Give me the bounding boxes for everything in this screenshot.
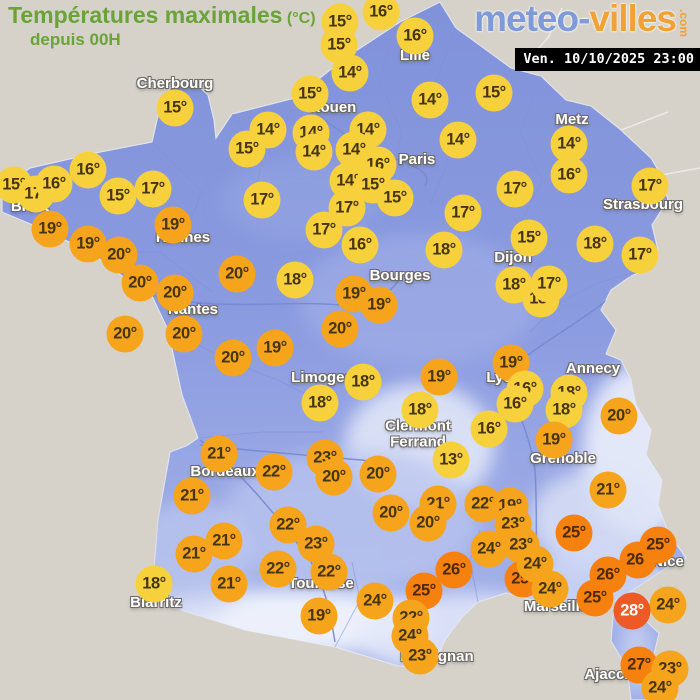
temp-marker: 21° [589, 471, 627, 509]
temp-marker: 18° [425, 231, 463, 269]
temp-marker: 20° [218, 255, 256, 293]
temp-marker: 16° [341, 226, 379, 264]
temp-marker: 16° [35, 165, 73, 203]
temp-marker: 28° [613, 592, 651, 630]
temp-marker: 18° [576, 225, 614, 263]
temp-marker: 20° [156, 274, 194, 312]
temp-marker: 16° [550, 156, 588, 194]
temp-marker: 24° [356, 582, 394, 620]
temp-marker: 20° [321, 310, 359, 348]
temp-marker: 20° [600, 397, 638, 435]
temp-marker: 20° [106, 315, 144, 353]
temp-marker: 19° [535, 421, 573, 459]
temp-marker: 14° [295, 133, 333, 171]
temp-marker: 17° [631, 167, 669, 205]
temp-marker: 19° [69, 225, 107, 263]
temp-marker: 15° [228, 130, 266, 168]
temp-marker: 16° [396, 17, 434, 55]
temp-marker: 17° [305, 211, 343, 249]
title-unit: (°C) [286, 10, 316, 27]
subtitle: depuis 00H [30, 30, 121, 49]
meteo-villes-logo[interactable]: meteo-villes [474, 0, 677, 40]
temp-marker: 14° [335, 131, 373, 169]
page-title: Températures maximales [8, 2, 283, 28]
temp-marker: 25° [639, 526, 677, 564]
temp-marker: 19° [492, 344, 530, 382]
temp-marker: 19° [31, 210, 69, 248]
temp-marker: 16° [69, 151, 107, 189]
temp-marker: 16° [470, 410, 508, 448]
temp-marker: 14° [550, 125, 588, 163]
temp-marker: 24° [531, 570, 569, 608]
temp-marker: 15° [291, 75, 329, 113]
temp-marker: 25° [555, 514, 593, 552]
temp-marker: 23° [401, 637, 439, 675]
temp-marker: 15° [0, 166, 33, 204]
temp-marker: 17° [530, 265, 568, 303]
temp-marker: 19° [420, 358, 458, 396]
temp-marker: 15° [99, 177, 137, 215]
temp-marker: 20° [165, 315, 203, 353]
temp-marker: 18° [135, 565, 173, 603]
temp-marker: 20° [409, 504, 447, 542]
temp-marker: 16° [362, 0, 400, 31]
temp-marker: 18° [344, 363, 382, 401]
temp-marker: 15° [156, 89, 194, 127]
temp-marker: 21° [173, 477, 211, 515]
temp-marker: 20° [359, 455, 397, 493]
temp-marker: 15° [510, 219, 548, 257]
temp-marker: 17° [243, 181, 281, 219]
logo-part-blue: meteo- [474, 0, 590, 39]
temp-marker: 24° [649, 586, 687, 624]
temp-marker: 22° [310, 553, 348, 591]
temp-marker: 17° [444, 194, 482, 232]
temp-marker: 20° [315, 458, 353, 496]
temp-marker: 21° [210, 565, 248, 603]
temp-marker: 21° [175, 535, 213, 573]
temp-marker: 18° [276, 261, 314, 299]
temp-marker: 20° [372, 494, 410, 532]
temp-marker: 18° [495, 266, 533, 304]
temp-marker: 17° [621, 236, 659, 274]
date-badge: Ven. 10/10/2025 23:00 [515, 48, 700, 71]
temp-marker: 24° [470, 530, 508, 568]
temp-marker: 20° [214, 339, 252, 377]
temp-marker: 21° [200, 435, 238, 473]
temp-marker: 14° [439, 121, 477, 159]
temp-marker: 22° [259, 550, 297, 588]
temp-marker: 22° [255, 453, 293, 491]
temp-marker: 26° [435, 551, 473, 589]
temp-marker: 19° [300, 597, 338, 635]
temp-marker: 17° [496, 170, 534, 208]
temp-marker: 20° [121, 264, 159, 302]
temp-marker: 19° [256, 329, 294, 367]
temp-marker: 19° [154, 206, 192, 244]
temp-marker: 17° [134, 170, 172, 208]
temp-marker: 13° [432, 441, 470, 479]
temp-marker: 18° [301, 384, 339, 422]
temp-marker: 14° [411, 81, 449, 119]
title-block: Températures maximales (°C) depuis 00H [8, 2, 316, 50]
temp-marker: 15° [376, 179, 414, 217]
temp-marker: 15° [475, 74, 513, 112]
temp-marker: 19° [360, 286, 398, 324]
temp-marker: 14° [331, 54, 369, 92]
logo-part-orange: villes [589, 0, 677, 39]
temp-marker: 24° [641, 669, 679, 700]
logo-com-suffix: .com [676, 8, 691, 38]
temp-marker: 18° [401, 391, 439, 429]
temp-marker: 25° [576, 579, 614, 617]
